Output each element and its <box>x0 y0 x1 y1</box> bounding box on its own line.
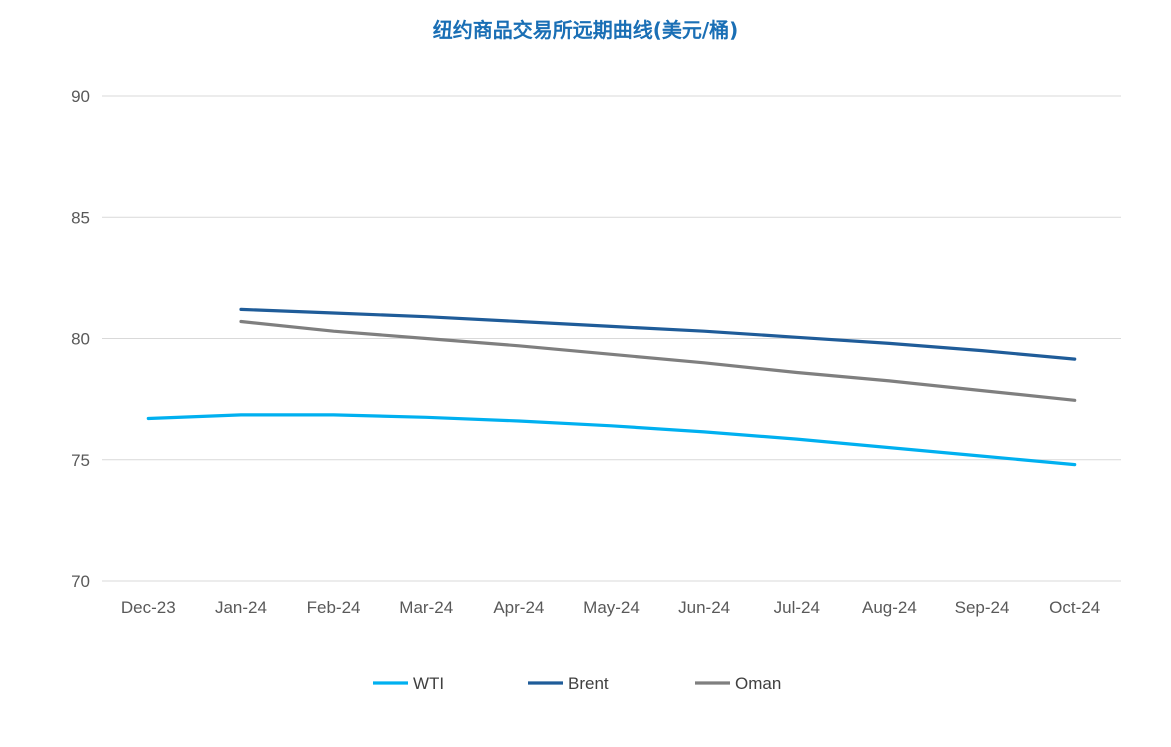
y-tick-label: 70 <box>71 572 90 591</box>
y-tick-label: 80 <box>71 330 90 349</box>
series-line-wti <box>146 413 1077 467</box>
y-tick-label: 85 <box>71 208 90 227</box>
legend-label-oman: Oman <box>735 674 781 693</box>
y-tick-label: 90 <box>71 87 90 106</box>
x-tick-label: Jun-24 <box>678 598 730 617</box>
x-tick-label: Apr-24 <box>493 598 544 617</box>
x-tick-label: Jan-24 <box>215 598 267 617</box>
series-layer <box>146 307 1077 467</box>
x-tick-label: May-24 <box>583 598 640 617</box>
x-tick-label: Aug-24 <box>862 598 917 617</box>
series-line-oman <box>239 319 1077 402</box>
x-tick-label: Jul-24 <box>774 598 820 617</box>
x-axis-ticks: Dec-23 Jan-24 Feb-24 Mar-24 Apr-24 May-24 Jun-… <box>121 598 1100 617</box>
series-line-brent <box>239 307 1077 361</box>
legend-label-brent: Brent <box>568 674 609 693</box>
legend: WTI Brent Oman <box>373 674 781 693</box>
y-tick-label: 75 <box>71 451 90 470</box>
chart-title: 纽约商品交易所远期曲线(美元/桶) <box>432 18 739 42</box>
x-tick-label: Oct-24 <box>1049 598 1100 617</box>
x-tick-label: Dec-23 <box>121 598 176 617</box>
y-axis-ticks: 70 75 80 85 90 <box>71 87 90 591</box>
x-tick-label: Sep-24 <box>955 598 1010 617</box>
legend-label-wti: WTI <box>413 674 444 693</box>
x-tick-label: Mar-24 <box>399 598 453 617</box>
x-tick-label: Feb-24 <box>307 598 361 617</box>
grid-layer <box>102 95 1121 582</box>
